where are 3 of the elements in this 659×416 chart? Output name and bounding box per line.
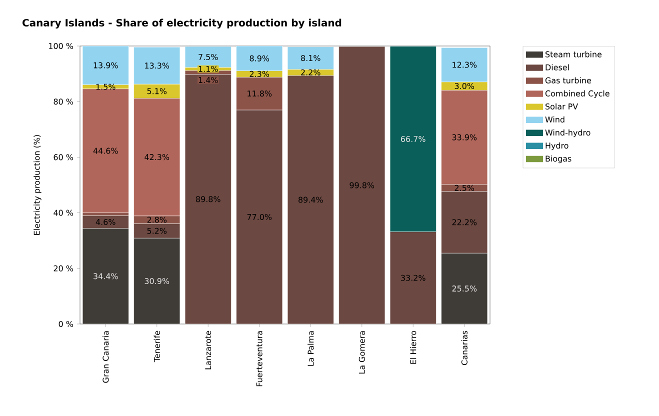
bar	[82, 88, 129, 213]
chart-title: Canary Islands - Share of electricity production by island	[22, 18, 342, 29]
bar	[82, 46, 129, 85]
